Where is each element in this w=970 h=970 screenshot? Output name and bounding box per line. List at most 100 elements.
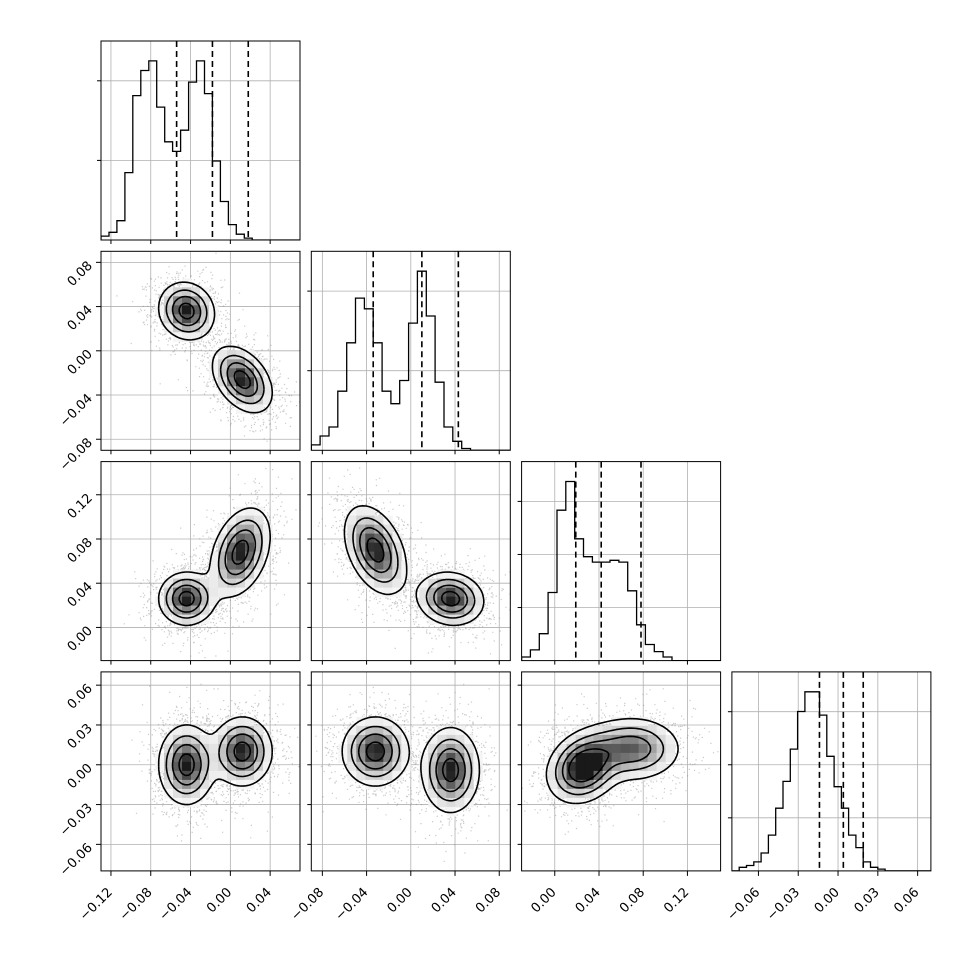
density-cell	[356, 524, 366, 535]
density-cell	[629, 770, 640, 781]
density-content	[101, 251, 300, 451]
density-cell	[356, 569, 366, 580]
density-content	[101, 671, 300, 871]
density-cell	[200, 596, 210, 607]
x-tick-label: 0.04	[244, 885, 275, 916]
density-cell	[593, 788, 604, 799]
density-cell	[236, 761, 246, 772]
density-cell	[566, 779, 577, 790]
density-cell	[236, 515, 246, 526]
density-cell	[665, 743, 676, 754]
density-cell	[191, 770, 201, 781]
density-cell	[437, 797, 447, 808]
density-cell	[557, 752, 568, 763]
density-cell	[182, 752, 192, 763]
density-cell	[227, 578, 237, 589]
density-cell	[164, 743, 174, 754]
density-cell	[455, 743, 465, 754]
density-cell	[566, 734, 577, 745]
density-cell	[191, 779, 201, 790]
density-cell	[356, 533, 366, 544]
density-cell	[173, 614, 183, 625]
density-cell	[263, 395, 273, 405]
density-cell	[365, 752, 375, 763]
y-tick-label: −0.03	[57, 801, 96, 840]
density-cell	[374, 761, 384, 772]
density-cell	[209, 560, 219, 571]
density-cell	[383, 560, 393, 571]
x-tick-label: 0.03	[852, 885, 883, 916]
x-tick-label: −0.06	[724, 885, 763, 924]
density-cell	[173, 752, 183, 763]
x-tick-label: 0.04	[573, 885, 604, 916]
density-cell	[218, 725, 228, 736]
density-content	[311, 461, 511, 661]
density-cell	[419, 596, 429, 607]
density-cell	[236, 752, 246, 763]
panel-frame-2-3	[521, 671, 722, 872]
density-cell	[245, 395, 255, 405]
density-cell	[374, 734, 384, 745]
density-cell	[455, 587, 465, 598]
density-cell	[392, 542, 402, 553]
density-cell	[392, 752, 402, 763]
density-cell	[446, 761, 456, 772]
density-cell	[638, 770, 649, 781]
density-cell	[245, 533, 255, 544]
density-cell	[428, 587, 438, 598]
density-cell	[191, 314, 201, 324]
density-cell	[428, 788, 438, 799]
density-cell	[638, 761, 649, 772]
density-cell	[584, 761, 595, 772]
density-cell	[236, 743, 246, 754]
density-cell	[602, 770, 613, 781]
density-cell	[200, 770, 210, 781]
density-cell	[200, 752, 210, 763]
density-cell	[602, 761, 613, 772]
density-cell	[575, 779, 586, 790]
density-cell	[464, 605, 474, 616]
density-cell	[200, 578, 210, 589]
density-cell	[446, 596, 456, 607]
density-cell	[236, 560, 246, 571]
y-tick-label: −0.08	[57, 435, 96, 474]
density-cell	[629, 752, 640, 763]
density-cell	[347, 551, 357, 562]
density-cell	[383, 524, 393, 535]
density-cell	[464, 734, 474, 745]
density-cell	[383, 761, 393, 772]
density-cell	[629, 761, 640, 772]
density-cell	[473, 605, 483, 616]
density-cell	[347, 734, 357, 745]
density-cell	[575, 788, 586, 799]
density-cell	[254, 770, 264, 781]
density-cell	[245, 524, 255, 535]
density-cell	[455, 770, 465, 781]
histogram-frame-2	[521, 461, 722, 662]
density-cell	[374, 752, 384, 763]
density-cell	[200, 734, 210, 745]
density-cell	[236, 569, 246, 580]
density-cell	[191, 569, 201, 580]
density-cell	[647, 752, 658, 763]
histogram-frame-3	[731, 671, 932, 872]
x-tick-label: −0.08	[117, 885, 156, 924]
density-cell	[173, 770, 183, 781]
x-tick-label: 0.00	[385, 885, 416, 916]
density-cell	[245, 716, 255, 727]
x-tick-label: 0.08	[617, 885, 648, 916]
density-cell	[347, 515, 357, 526]
density-cell	[245, 734, 255, 745]
density-cell	[656, 734, 667, 745]
density-cell	[209, 770, 219, 781]
density-cell	[236, 524, 246, 535]
density-cell	[584, 734, 595, 745]
density-panel-0-1	[101, 251, 300, 451]
density-cell	[218, 569, 228, 580]
density-cell	[584, 752, 595, 763]
density-cell	[356, 734, 366, 745]
density-cell	[236, 542, 246, 553]
density-cell	[428, 743, 438, 754]
density-cell	[164, 734, 174, 745]
density-cell	[236, 725, 246, 736]
